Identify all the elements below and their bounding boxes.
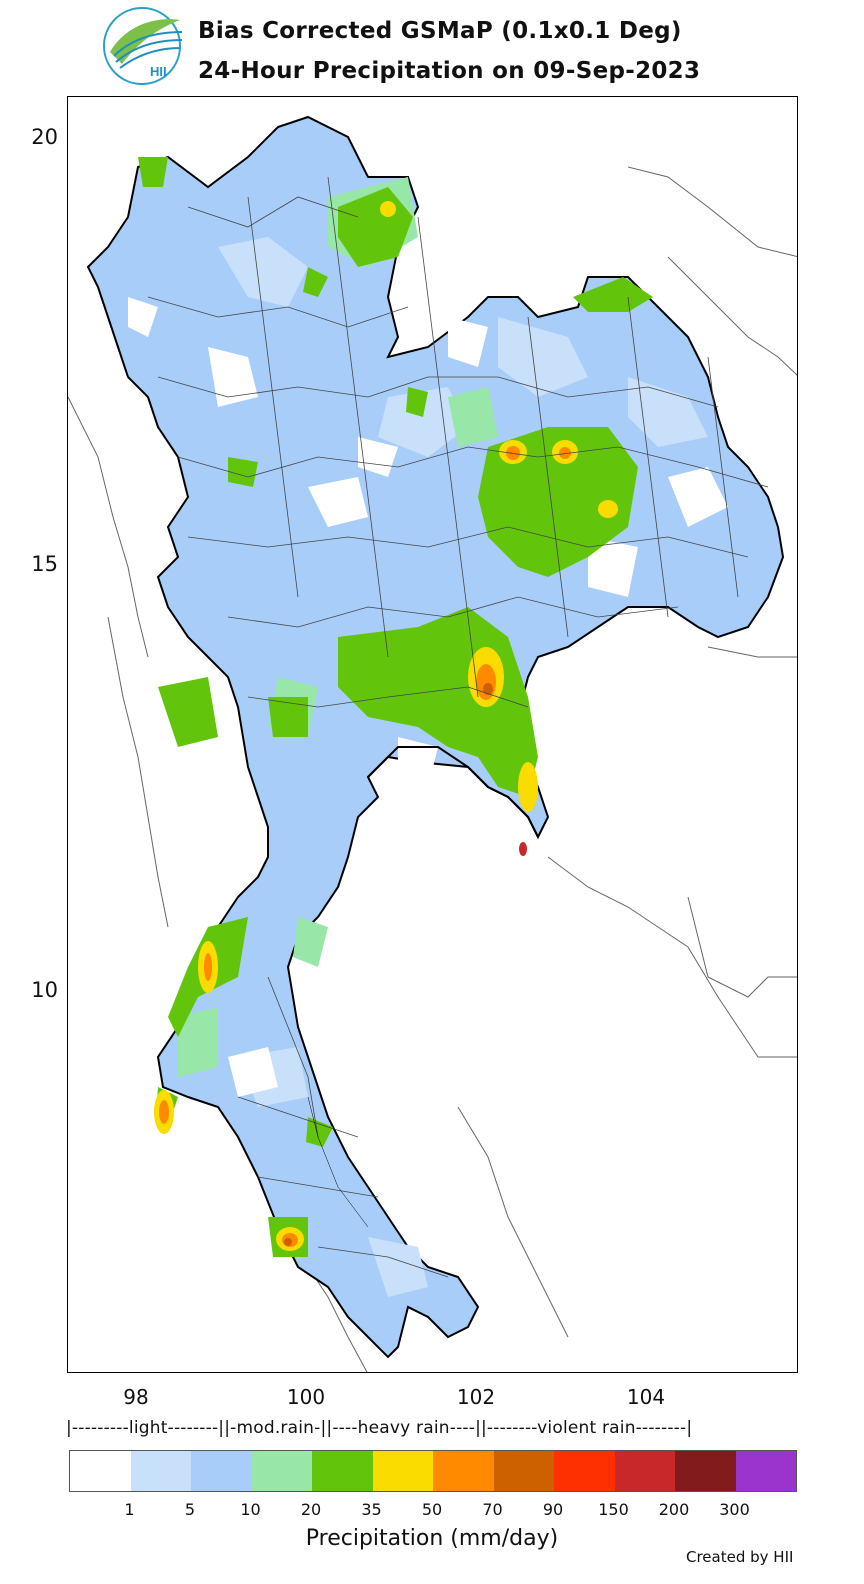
legend-category-line: |---------light--------||-mod.rain-||---…: [66, 1418, 693, 1438]
violent-patches: [519, 842, 527, 856]
colorbar-tick-label: 50: [421, 1500, 443, 1519]
neighbour-borders: [68, 166, 797, 1372]
colorbar-tick-label: 1: [124, 1500, 135, 1519]
x-tick-104: 104: [626, 1385, 666, 1409]
colorbar-swatch: [493, 1451, 554, 1491]
no-rain-patches: [128, 297, 728, 1097]
credit-text: Created by HII: [686, 1548, 794, 1566]
colorbar-swatch: [433, 1451, 494, 1491]
colorbar-tick-label: 35: [361, 1500, 382, 1519]
colorbar-swatch: [554, 1451, 615, 1491]
colorbar-tick-label: 5: [184, 1500, 196, 1519]
x-tick-100: 100: [286, 1385, 326, 1409]
colorbar-swatch: [735, 1451, 796, 1491]
y-tick-10: 10: [31, 978, 58, 1002]
colorbar-tick-label: 90: [542, 1500, 564, 1519]
map-canvas: [68, 115, 797, 1372]
hii-logo: HII: [100, 6, 186, 86]
y-tick-15: 15: [31, 552, 58, 576]
colorbar-tick-label: 150: [598, 1500, 629, 1519]
colorbar-tick-label: 300: [719, 1500, 750, 1519]
colorbar-tick-label: 10: [240, 1500, 261, 1519]
colorbar: [69, 1450, 797, 1492]
x-tick-102: 102: [456, 1385, 496, 1409]
colorbar-tick-label: 20: [300, 1500, 322, 1519]
logo-text: HII: [150, 64, 167, 79]
province-borders: [147, 176, 769, 1278]
y-tick-20: 20: [31, 125, 58, 149]
precipitation-map: [67, 96, 798, 1373]
extreme-patches: [284, 683, 493, 1246]
colorbar-swatch: [675, 1451, 736, 1491]
colorbar-tick-label: 200: [658, 1500, 690, 1519]
gulf-coastline: [367, 746, 539, 838]
colorbar-swatch: [70, 1451, 131, 1491]
colorbar-axis-label: Precipitation (mm/day): [305, 1526, 559, 1551]
colorbar-swatch: [130, 1451, 191, 1491]
colorbar-swatch: [251, 1451, 312, 1491]
x-tick-98: 98: [123, 1385, 149, 1409]
colorbar-swatch: [372, 1451, 433, 1491]
colorbar-swatch: [614, 1451, 675, 1491]
title-line-2: 24-Hour Precipitation on 09-Sep-2023: [198, 58, 701, 84]
colorbar-swatch: [191, 1451, 252, 1491]
light-rain-patches: [218, 237, 708, 1297]
colorbar-swatch: [312, 1451, 373, 1491]
title-line-1: Bias Corrected GSMaP (0.1x0.1 Deg): [198, 18, 682, 44]
colorbar-tick-label: 70: [482, 1500, 503, 1519]
